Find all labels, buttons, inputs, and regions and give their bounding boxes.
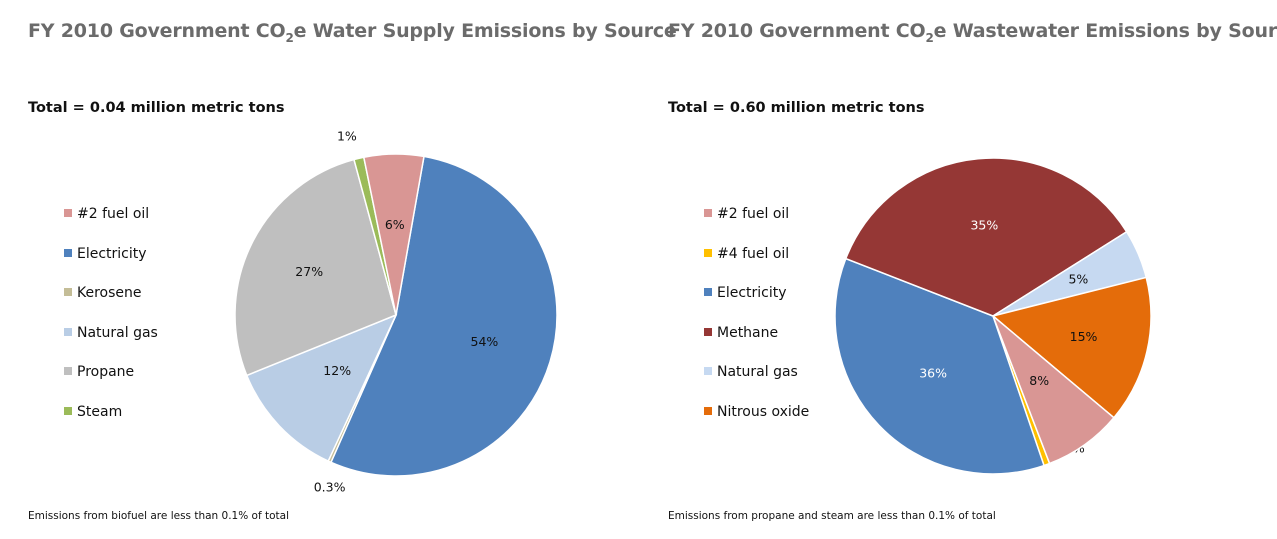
chart-footnote: Emissions from biofuel are less than 0.1…	[28, 510, 290, 522]
legend-label: Steam	[77, 403, 123, 420]
legend-item: Natural gas	[64, 323, 158, 363]
water-supply-chart-panel: FY 2010 Government CO2e Water Supply Emi…	[28, 20, 677, 522]
pie-slice-2-fuel-oil	[992, 315, 1115, 465]
slice-data-label: 8%	[1029, 373, 1049, 388]
pie-slice-methane	[844, 157, 1128, 317]
legend-swatch	[64, 406, 72, 415]
pie-slice-propane	[234, 158, 397, 377]
chart-footnote: Emissions from propane and steam are les…	[668, 510, 996, 522]
slice-data-label: 12%	[323, 363, 351, 378]
wastewater-chart-panel: FY 2010 Government CO2e Wastewater Emiss…	[640, 0, 1277, 539]
legend-item: Kerosene	[64, 283, 158, 323]
legend-swatch	[704, 327, 712, 336]
legend-item: #2 fuel oil	[704, 204, 809, 244]
legend-swatch	[64, 367, 72, 375]
chart-legend: #2 fuel oil Electricity Kerosene Natural…	[64, 204, 158, 441]
slice-data-label: 6%	[385, 217, 405, 232]
slice-data-label: 54%	[471, 334, 499, 349]
chart-total: Total = 0.04 million metric tons	[28, 100, 285, 116]
legend-label: Propane	[77, 364, 135, 380]
slice-data-label: 1%	[337, 128, 357, 143]
legend-swatch	[64, 248, 72, 257]
legend-label: Nitrous oxide	[717, 403, 810, 420]
legend-swatch	[704, 367, 712, 375]
legend-item: #2 fuel oil	[64, 204, 158, 244]
legend-swatch	[704, 209, 712, 217]
chart-title: FY 2010 Government CO2e Water Supply Emi…	[28, 20, 677, 45]
slice-data-label: 27%	[295, 264, 323, 279]
legend-label: #4 fuel oil	[717, 245, 790, 262]
slice-data-label: 35%	[970, 218, 998, 233]
legend-item: Steam	[64, 402, 158, 442]
legend-item: Nitrous oxide	[704, 402, 809, 442]
chart-total: Total = 0.60 million metric tons	[668, 100, 925, 116]
slice-data-label: 36%	[919, 365, 947, 380]
pie-slice-electricity	[834, 257, 1045, 475]
legend-label: Electricity	[77, 245, 147, 262]
slice-data-label: 15%	[1070, 329, 1098, 344]
legend-swatch	[64, 288, 72, 296]
legend-label: Methane	[717, 324, 779, 341]
legend-swatch	[704, 288, 712, 296]
legend-item: Propane	[64, 362, 158, 402]
pie-slice-nitrous-oxide	[991, 276, 1152, 419]
pie-slice-2-fuel-oil	[362, 153, 425, 316]
pie-slice-natural-gas	[245, 313, 398, 463]
legend-swatch	[64, 327, 72, 336]
legend-item: Natural gas	[704, 362, 809, 402]
pie-chart: 0.6%36%35%5%15%8%	[834, 157, 1152, 475]
legend-label: Natural gas	[717, 364, 798, 380]
chart-title: FY 2010 Government CO2e Wastewater Emiss…	[668, 20, 1277, 45]
pie-slice-electricity	[329, 155, 558, 477]
slice-data-label: 5%	[1068, 271, 1088, 286]
legend-label: Kerosene	[77, 285, 142, 301]
legend-label: Electricity	[717, 285, 787, 301]
legend-item: Electricity	[704, 283, 809, 323]
legend-item: Methane	[704, 323, 809, 363]
legend-swatch	[704, 406, 712, 415]
legend-item: #4 fuel oil	[704, 244, 809, 284]
pie-chart: 54% 0.3% 12% 27% 1% 6%	[234, 128, 558, 495]
legend-swatch	[704, 248, 712, 257]
slice-data-label: 0.3%	[314, 480, 346, 495]
legend-item: Electricity	[64, 244, 158, 284]
legend-label: #2 fuel oil	[77, 206, 150, 222]
legend-swatch	[64, 209, 72, 217]
legend-label: #2 fuel oil	[717, 206, 790, 222]
legend-label: Natural gas	[77, 324, 158, 341]
chart-legend: #2 fuel oil #4 fuel oil Electricity Meth…	[704, 204, 809, 441]
